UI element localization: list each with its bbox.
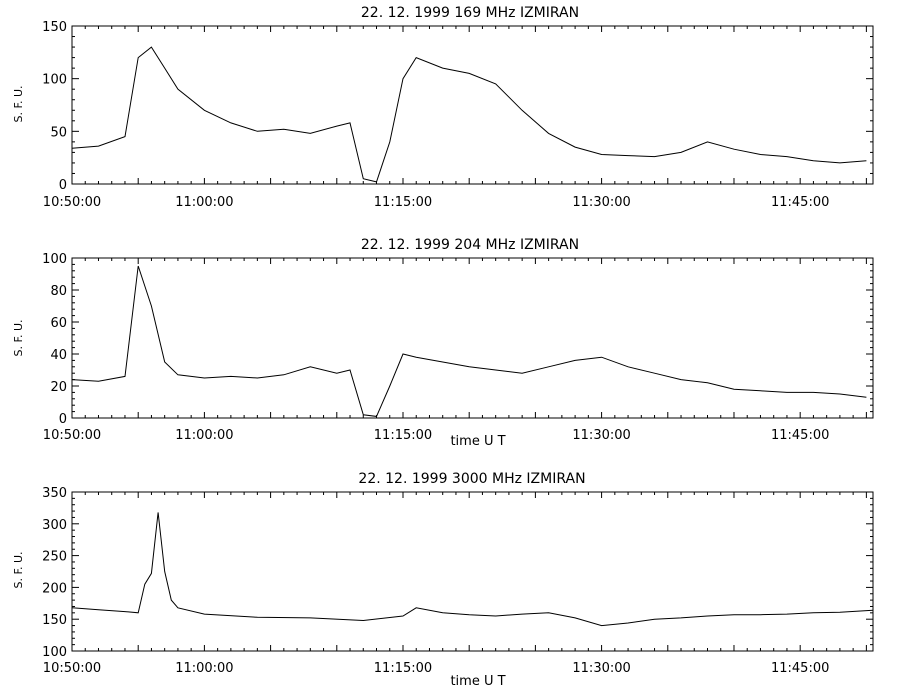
y-tick-label-204mhz: 100: [42, 252, 67, 267]
x-tick-label-169mhz: 11:45:00: [771, 195, 829, 210]
y-tick-label-204mhz: 0: [59, 412, 67, 427]
plot-frame-3000mhz: [71, 491, 874, 652]
panel-169mhz: 22. 12. 1999 169 MHz IZMIRAN S. F. U. 10…: [12, 5, 874, 210]
plot-frame-169mhz: [71, 25, 874, 185]
ylabel-3000mhz: S. F. U.: [12, 551, 25, 588]
xlabel-204mhz: time U T: [450, 434, 505, 449]
y-tick-label-169mhz: 150: [42, 20, 67, 35]
x-tick-label-169mhz: 10:50:00: [43, 195, 101, 210]
panel-3000mhz: 22. 12. 1999 3000 MHz IZMIRAN S. F. U. 1…: [12, 471, 874, 689]
x-tick-label-204mhz: 11:45:00: [771, 428, 829, 443]
x-tick-label-204mhz: 11:00:00: [175, 428, 233, 443]
tick-labels-169mhz: 10:50:00 11:00:00 11:15:00 11:30:00 11:45:00…: [42, 20, 829, 210]
title-204mhz: 22. 12. 1999 204 MHz IZMIRAN: [361, 237, 579, 253]
y-tick-label-3000mhz: 150: [42, 613, 67, 628]
x-tick-label-3000mhz: 11:15:00: [374, 661, 432, 676]
series-line-3000mhz: [71, 512, 874, 627]
x-tick-label-169mhz: 11:30:00: [572, 195, 630, 210]
series-line-204mhz: [71, 265, 867, 417]
x-tick-label-169mhz: 11:00:00: [175, 195, 233, 210]
x-tick-label-204mhz: 11:30:00: [572, 428, 630, 443]
ylabel-204mhz: S. F. U.: [12, 319, 25, 356]
x-tick-label-204mhz: 11:15:00: [374, 428, 432, 443]
title-3000mhz: 22. 12. 1999 3000 MHz IZMIRAN: [358, 471, 585, 487]
x-tick-label-204mhz: 10:50:00: [43, 428, 101, 443]
ylabel-169mhz: S. F. U.: [12, 85, 25, 122]
y-tick-label-3000mhz: 350: [42, 486, 67, 501]
y-tick-label-204mhz: 60: [50, 316, 67, 331]
y-tick-label-169mhz: 100: [42, 73, 67, 88]
x-tick-label-3000mhz: 11:45:00: [771, 661, 829, 676]
tick-marks-169mhz: [71, 25, 873, 185]
title-169mhz: 22. 12. 1999 169 MHz IZMIRAN: [361, 5, 579, 21]
y-tick-label-3000mhz: 100: [42, 645, 67, 660]
y-tick-label-204mhz: 40: [50, 348, 67, 363]
y-tick-label-169mhz: 50: [50, 125, 67, 140]
x-tick-label-3000mhz: 11:00:00: [175, 661, 233, 676]
x-tick-label-169mhz: 11:15:00: [374, 195, 432, 210]
x-tick-label-3000mhz: 11:30:00: [572, 661, 630, 676]
tick-marks-3000mhz: [71, 491, 873, 652]
y-tick-label-204mhz: 20: [50, 380, 67, 395]
plot-frame-204mhz: [71, 257, 874, 419]
y-tick-label-204mhz: 80: [50, 284, 67, 299]
y-tick-label-3000mhz: 250: [42, 550, 67, 565]
tick-labels-204mhz: 10:50:00 11:00:00 11:15:00 11:30:00 11:45:00…: [42, 252, 829, 443]
panel-204mhz: 22. 12. 1999 204 MHz IZMIRAN S. F. U. 10…: [12, 237, 874, 449]
y-tick-label-169mhz: 0: [59, 178, 67, 193]
series-line-169mhz: [71, 46, 867, 183]
tick-marks-204mhz: [71, 257, 873, 419]
xlabel-3000mhz: time U T: [450, 674, 505, 689]
x-tick-label-3000mhz: 10:50:00: [43, 661, 101, 676]
y-tick-label-3000mhz: 200: [42, 581, 67, 596]
tick-labels-3000mhz: 10:50:00 11:00:00 11:15:00 11:30:00 11:45:00…: [42, 486, 829, 676]
y-tick-label-3000mhz: 300: [42, 518, 67, 533]
